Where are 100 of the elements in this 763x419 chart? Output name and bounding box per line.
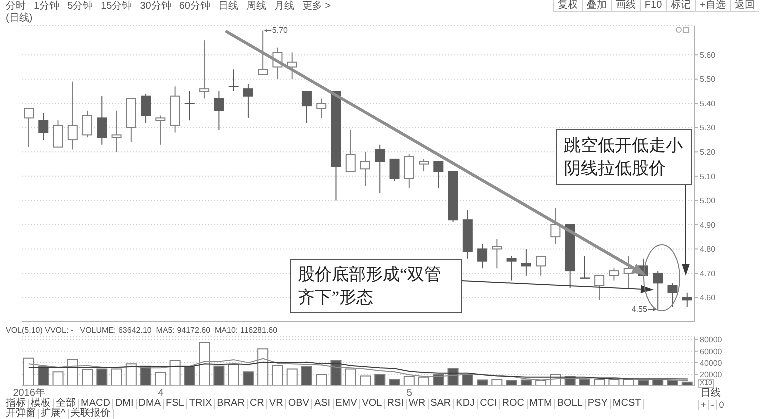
y-tick-label: 5.00: [700, 196, 716, 206]
candlestick: [112, 110, 122, 153]
candlestick: [184, 91, 196, 122]
candlestick: [243, 84, 254, 119]
candlestick: [609, 268, 620, 282]
text: MTM: [528, 398, 556, 409]
x-tick-label: 5: [406, 388, 413, 400]
bar: [67, 358, 78, 386]
text: 日线: [218, 1, 238, 12]
candlestick: [434, 161, 444, 190]
bar: [286, 368, 298, 386]
candlestick: [24, 108, 34, 148]
text: 指标: [4, 398, 29, 409]
y-tick-label: 5.30: [700, 124, 716, 133]
bar: [126, 364, 137, 386]
bar: [389, 379, 400, 386]
text: F10: [640, 0, 666, 11]
annotation: 4.55: [632, 304, 648, 315]
x-tick-label: 4: [158, 388, 164, 400]
bar: [360, 376, 371, 386]
text: 返回: [730, 0, 759, 11]
text: +: [698, 400, 708, 410]
bar: [155, 372, 166, 386]
y-tick-label: 4.60: [700, 294, 716, 303]
bar: [199, 342, 210, 386]
text: MCST: [610, 398, 644, 409]
y-tick-label: 40000: [700, 358, 723, 368]
candlestick: [492, 239, 502, 270]
text: 关联报价: [68, 408, 114, 419]
text: -: [708, 400, 716, 410]
bar: [272, 365, 284, 386]
text: 复权: [552, 0, 582, 11]
candlestick: [521, 248, 532, 276]
line-series: [28, 362, 688, 380]
candlestick: [375, 144, 386, 194]
text: 模板: [29, 398, 54, 409]
bar: [579, 379, 590, 386]
text: DMI: [113, 398, 137, 409]
text: 月线: [274, 1, 294, 12]
bar: [24, 358, 34, 386]
text: 全部: [54, 398, 79, 409]
candlestick: [668, 282, 678, 308]
text: ASI: [312, 398, 334, 409]
candlestick: [478, 244, 488, 270]
bar: [52, 372, 64, 386]
candlestick: [404, 154, 414, 190]
text: ROC: [500, 398, 528, 409]
annotation: 股价底部形成“双管齐下”形态: [290, 259, 462, 313]
text: BOLL: [555, 398, 586, 409]
bar: [228, 364, 240, 386]
bar: [477, 380, 488, 386]
text: 30分钟: [140, 1, 172, 12]
text: MACD: [79, 398, 114, 409]
text: 60分钟: [179, 1, 210, 12]
candlestick: [200, 40, 210, 100]
y-tick-label: 5.40: [700, 99, 716, 108]
text: VOL: [360, 398, 386, 409]
candlestick: [419, 158, 430, 172]
y-tick-label: 20000: [700, 370, 723, 380]
candlestick: [536, 256, 546, 276]
text: 0: [716, 400, 726, 410]
text: 1分钟: [34, 1, 60, 12]
candlestick: [53, 120, 64, 148]
text: CR: [248, 398, 268, 409]
candlestick: [594, 275, 605, 301]
bar: [345, 368, 356, 386]
candlestick: [141, 93, 152, 124]
bar: [594, 379, 606, 386]
text: 叠加: [582, 0, 611, 11]
bar: [82, 369, 94, 386]
chart-title: VOL(5,10) VVOL: - VOLUME: 63642.10 MA5: 94172.60 MA10: 116281.60: [6, 326, 278, 335]
text: OBV: [286, 398, 312, 409]
text: CCI: [478, 398, 500, 409]
candlestick: [97, 96, 108, 146]
candlestick: [38, 112, 49, 141]
candlestick: [550, 207, 561, 245]
bar: [38, 366, 50, 386]
text: WR: [406, 398, 429, 409]
text: DMA: [136, 398, 164, 409]
bar: [520, 380, 532, 386]
candlestick: [346, 130, 356, 172]
y-tick-label: 80000: [700, 336, 723, 345]
candlestick: [390, 158, 400, 182]
line-series: [28, 358, 688, 382]
candlestick: [156, 115, 166, 146]
y-tick-label: 4.90: [700, 220, 716, 230]
bar: [242, 372, 254, 386]
bar: [184, 366, 196, 386]
text: 周线: [246, 1, 266, 12]
y-tick-label: 5.10: [700, 172, 716, 182]
bar: [258, 348, 269, 386]
candlestick: [82, 110, 93, 138]
text: 扩展^: [39, 408, 69, 419]
candlestick: [228, 69, 240, 92]
text: 更多 >: [302, 1, 332, 12]
text: 开弹窗: [4, 408, 39, 419]
text: 15分钟: [101, 1, 132, 12]
text: 画线: [610, 0, 640, 11]
text: FSL: [164, 398, 188, 409]
bar: [492, 379, 503, 386]
